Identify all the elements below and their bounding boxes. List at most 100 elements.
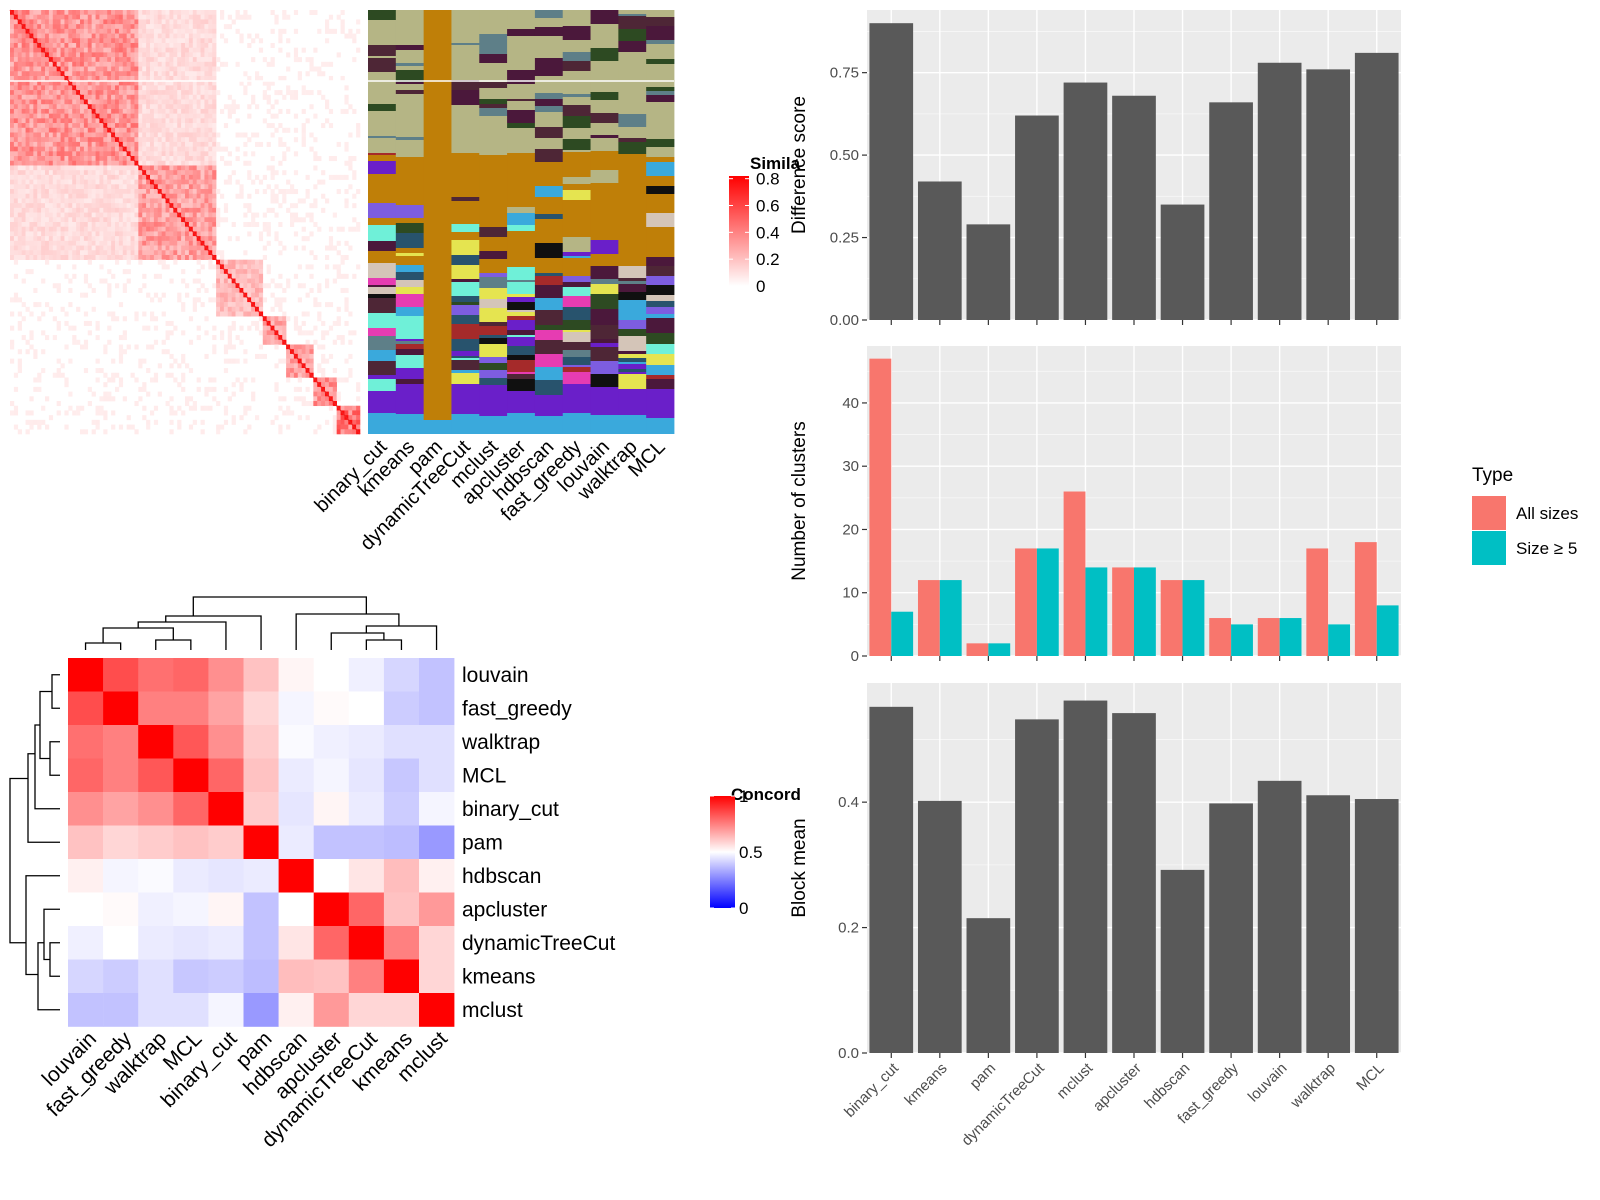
dendrogram-branch xyxy=(165,615,262,650)
concordance-cell xyxy=(383,859,420,893)
concordance-cell xyxy=(173,658,209,692)
cluster-assignment-heatmap xyxy=(368,10,675,434)
concordance-cell xyxy=(208,725,244,759)
concordance-cell xyxy=(68,859,104,893)
concordance-cell xyxy=(138,758,174,793)
concordance-cell xyxy=(383,892,420,927)
concordance-cell xyxy=(138,725,174,759)
concordance-cell xyxy=(138,959,174,994)
cluster-method-labels: binary_cutkmeanspamdynamicTreeCutmclusta… xyxy=(311,436,670,555)
concordance-cell xyxy=(348,691,385,726)
concordance-cell xyxy=(103,725,139,759)
concordance-row-label: louvain xyxy=(462,664,529,687)
concordance-cell xyxy=(278,959,314,994)
concordance-cell xyxy=(278,859,314,893)
bar xyxy=(869,706,914,1053)
concordance-cell xyxy=(208,825,244,860)
concordance-cell xyxy=(419,993,455,1027)
y-axis-title: Block mean xyxy=(789,818,810,917)
bar xyxy=(869,23,914,320)
bar-all-sizes xyxy=(1015,548,1037,656)
bar-size-ge-5 xyxy=(1279,618,1302,656)
dendrogram-branch xyxy=(330,632,385,650)
concordance-cell xyxy=(208,792,244,826)
concordance-tick-label: 1 xyxy=(739,787,748,806)
concordance-cell xyxy=(68,959,104,994)
x-tick-label: pam xyxy=(967,1060,1000,1093)
bar xyxy=(1063,700,1108,1053)
concordance-legend: Concord 1 0.5 0 xyxy=(710,785,801,918)
concordance-row-label: pam xyxy=(462,831,503,854)
x-tick-label: MCL xyxy=(1353,1060,1387,1094)
y-tick-label: 0 xyxy=(851,648,859,665)
similarity-cells xyxy=(10,10,361,435)
x-tick-label: walktrap xyxy=(1287,1060,1339,1112)
concordance-cell xyxy=(419,658,455,692)
dendrogram-branch xyxy=(25,875,60,976)
concordance-cell xyxy=(383,658,420,692)
dendrogram-branch xyxy=(43,908,60,961)
dendrogram-branch xyxy=(9,777,28,944)
concordance-cell xyxy=(419,959,455,994)
bar xyxy=(1257,780,1302,1053)
bar-size-ge-5 xyxy=(1231,624,1253,656)
concordance-cell xyxy=(383,825,420,860)
concordance-cell xyxy=(103,892,139,927)
concordance-cell xyxy=(383,758,420,793)
concordance-cell xyxy=(348,658,385,692)
concordance-cell xyxy=(243,725,279,759)
concordance-cell xyxy=(348,859,385,893)
similarity-color-bar xyxy=(729,176,749,286)
concordance-cell xyxy=(243,825,279,860)
concordance-cell xyxy=(103,993,139,1027)
dendrogram-branch xyxy=(37,942,60,1011)
concordance-cell xyxy=(103,658,139,692)
concordance-cell xyxy=(383,725,420,759)
concordance-cell xyxy=(383,959,420,994)
concordance-cell xyxy=(138,691,174,726)
concordance-cell xyxy=(208,691,244,726)
x-tick-label: binary_cut xyxy=(841,1059,903,1121)
similarity-tick-label: 0.6 xyxy=(756,197,780,216)
bar xyxy=(966,918,1011,1053)
dendrogram-branch xyxy=(49,741,60,776)
bar xyxy=(1160,869,1205,1053)
concordance-row-label: walktrap xyxy=(461,731,540,754)
bar-size-ge-5 xyxy=(1085,567,1108,656)
concordance-row-label: mclust xyxy=(462,999,523,1022)
concordance-cell xyxy=(138,859,174,893)
concordance-cell xyxy=(208,892,244,927)
concordance-cell xyxy=(278,691,314,726)
concordance-cell xyxy=(348,758,385,793)
concordance-cell xyxy=(138,892,174,927)
block-mean-bar-chart: 0.0 0.2 0.4 Block mean binary_cut kmeans pamdy… xyxy=(789,683,1401,1149)
y-tick-label: 30 xyxy=(842,458,859,475)
bar-all-sizes xyxy=(966,643,989,656)
dendrogram-branch xyxy=(155,639,192,650)
concordance-cell xyxy=(208,658,244,692)
y-tick-label: 0.4 xyxy=(838,794,859,811)
concordance-cell xyxy=(383,792,420,826)
similarity-tick-label: 0.2 xyxy=(756,250,780,269)
cluster-assignment-cells xyxy=(368,10,675,434)
concordance-cell xyxy=(173,859,209,893)
concordance-cell xyxy=(138,658,174,692)
bar xyxy=(917,800,962,1053)
difference-score-bar-chart: 0.00 0.25 0.50 0.75 Difference score xyxy=(789,10,1401,329)
concordance-tick-label: 0 xyxy=(739,899,748,918)
concordance-cell xyxy=(243,792,279,826)
legend-key-size-ge-5 xyxy=(1472,531,1506,565)
dendrogram-branch xyxy=(137,621,227,650)
concordance-cell xyxy=(278,658,314,692)
concordance-cell xyxy=(243,892,279,927)
concordance-cell xyxy=(243,691,279,726)
concordance-cell xyxy=(419,691,455,726)
bar-size-ge-5 xyxy=(891,611,914,656)
concordance-heatmap: louvain fast_greedy walktrap MCL binary_cutp… xyxy=(38,658,615,1152)
legend-label-all-sizes: All sizes xyxy=(1516,504,1578,523)
y-axis-title: Difference score xyxy=(789,96,810,234)
concordance-cell xyxy=(173,892,209,927)
y-tick-label: 0.50 xyxy=(830,147,859,164)
concordance-cell xyxy=(103,758,139,793)
concordance-cell xyxy=(68,825,104,860)
